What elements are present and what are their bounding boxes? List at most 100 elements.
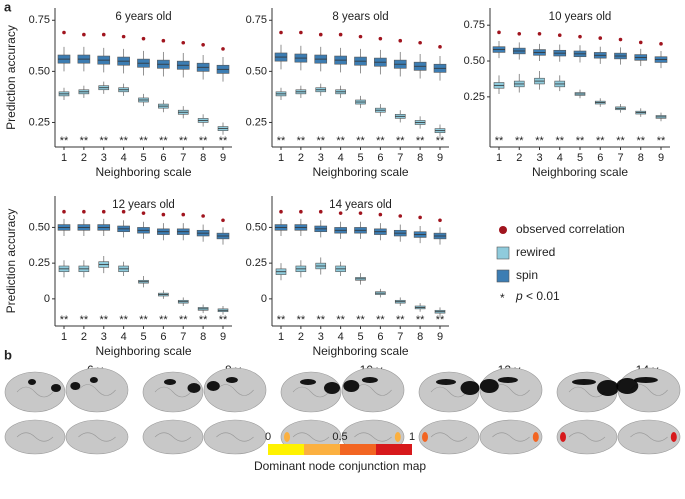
colorbar-segment	[340, 444, 376, 455]
brain-fold	[16, 432, 54, 442]
significance-label: **	[219, 135, 228, 147]
significance-label: **	[616, 135, 625, 147]
y-tick-label: 0	[44, 293, 50, 305]
brain-fold	[292, 432, 330, 442]
x-tick-label: 9	[437, 331, 443, 343]
observed-point	[101, 32, 106, 37]
brain-highlight	[225, 377, 238, 383]
x-tick-label: 6	[377, 331, 383, 343]
observed-point	[378, 212, 383, 217]
x-tick-label: 7	[180, 331, 186, 343]
x-axis-label: Neighboring scale	[95, 165, 191, 179]
significance-label: **	[576, 135, 585, 147]
significance-label: **	[139, 135, 148, 147]
x-tick-label: 3	[101, 152, 107, 164]
brain-fold	[492, 432, 530, 442]
x-tick-label: 8	[200, 152, 206, 164]
x-tick-label: 8	[638, 152, 644, 164]
significance-label: **	[436, 314, 445, 326]
observed-point	[141, 211, 146, 215]
legend-note-var: p	[515, 289, 523, 303]
x-tick-label: 4	[557, 152, 563, 164]
significance-label: **	[416, 314, 425, 326]
brain-fold	[216, 432, 254, 442]
observed-point	[82, 32, 86, 37]
significance-label: **	[436, 135, 445, 147]
significance-label: **	[119, 135, 128, 147]
legend-label: rewired	[516, 245, 555, 259]
significance-label: **	[219, 314, 228, 326]
x-tick-label: 6	[597, 152, 603, 164]
observed-point	[598, 36, 603, 40]
significance-label: **	[199, 135, 208, 147]
y-tick-label: 0.75	[464, 19, 485, 31]
significance-label: **	[60, 314, 69, 326]
observed-point	[161, 212, 166, 217]
brain-highlight	[89, 377, 98, 383]
significance-label: **	[179, 314, 188, 326]
brain-fold	[430, 386, 468, 398]
significance-label: **	[80, 314, 89, 326]
brain-highlight	[422, 432, 428, 442]
brain-highlight	[597, 380, 619, 396]
observed-point	[121, 34, 126, 39]
significance-label: **	[179, 135, 188, 147]
y-tick-label: 0	[261, 293, 267, 305]
colorbar-tick-label: 1	[409, 431, 415, 443]
x-tick-label: 7	[397, 331, 403, 343]
colorbar-title: Dominant node conjunction map	[254, 459, 426, 473]
legend-note-symbol: *	[500, 291, 505, 305]
brain-highlight	[361, 377, 378, 383]
brain-highlight	[497, 377, 518, 383]
x-tick-label: 7	[617, 152, 623, 164]
observed-point	[338, 32, 343, 37]
brain-highlight	[51, 384, 61, 392]
significance-label: **	[199, 314, 208, 326]
observed-point	[299, 30, 303, 35]
significance-label: **	[535, 135, 544, 147]
significance-label: **	[159, 314, 168, 326]
x-tick-label: 2	[81, 152, 87, 164]
y-tick-label: 0.50	[246, 221, 267, 233]
brain-highlight	[164, 379, 176, 385]
panel-label: a	[4, 0, 12, 14]
significance-label: **	[396, 314, 405, 326]
observed-point	[141, 36, 146, 41]
significance-label: **	[297, 314, 306, 326]
observed-point	[201, 214, 205, 218]
x-tick-label: 2	[298, 331, 304, 343]
significance-label: **	[277, 314, 286, 326]
observed-point	[101, 209, 106, 214]
x-tick-label: 9	[658, 152, 664, 164]
x-tick-label: 4	[121, 152, 127, 164]
x-tick-label: 6	[377, 152, 383, 164]
x-tick-label: 9	[220, 152, 226, 164]
chart-title: 8 years old	[332, 11, 388, 23]
observed-point	[537, 31, 542, 36]
significance-label: **	[336, 314, 345, 326]
brain-fold	[568, 386, 606, 398]
x-tick-label: 5	[357, 152, 363, 164]
brain-highlight	[394, 432, 401, 442]
significance-label: **	[657, 135, 666, 147]
observed-point	[161, 38, 166, 43]
brain-highlight	[187, 383, 201, 393]
y-axis-label: Prediction accuracy	[4, 209, 18, 314]
legend-note: < 0.01	[526, 289, 560, 303]
colorbar-segment	[304, 444, 340, 455]
observed-point	[358, 34, 363, 39]
x-axis-label: Neighboring scale	[95, 344, 191, 358]
brain-fold	[354, 432, 392, 442]
brain-fold	[430, 432, 468, 442]
x-tick-label: 7	[180, 152, 186, 164]
observed-point	[318, 32, 323, 37]
brain-highlight	[436, 379, 456, 385]
significance-label: **	[139, 314, 148, 326]
brain-fold	[216, 384, 254, 396]
observed-point	[578, 34, 582, 39]
brain-highlight	[70, 382, 81, 390]
brain-fold	[78, 432, 116, 442]
observed-point	[557, 33, 562, 38]
x-tick-label: 1	[278, 152, 284, 164]
x-tick-label: 1	[61, 152, 67, 164]
